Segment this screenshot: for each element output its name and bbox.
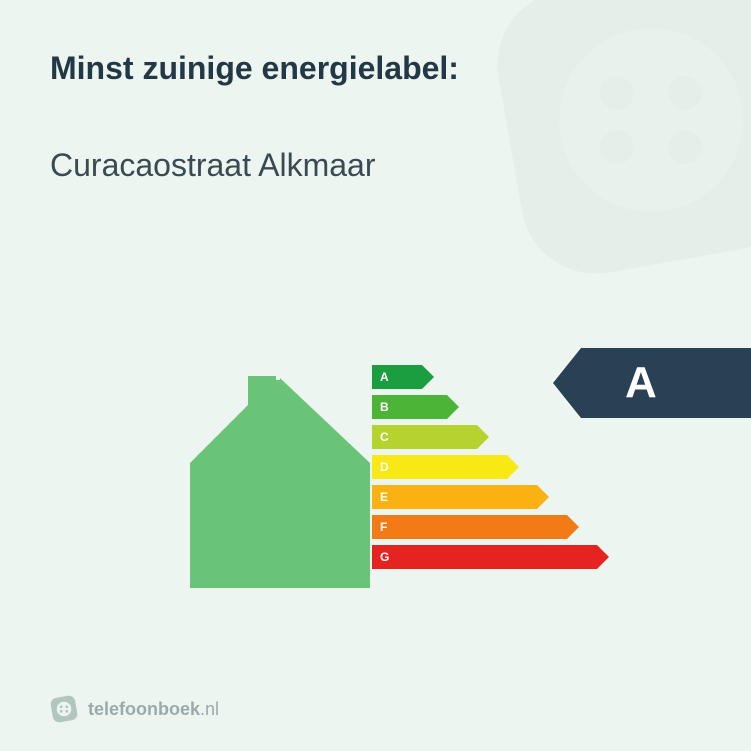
energy-bar-g: G	[372, 545, 597, 569]
footer-logo-icon	[50, 695, 78, 723]
energy-bar-b: B	[372, 395, 447, 419]
footer-brand-light: .nl	[200, 699, 219, 719]
highlight-letter: A	[625, 358, 657, 408]
energy-label-card: Minst zuinige energielabel: Curacaostraa…	[0, 0, 751, 751]
energy-bar-e: E	[372, 485, 537, 509]
energy-bar-c: C	[372, 425, 477, 449]
house-icon	[190, 368, 370, 588]
footer-brand-bold: telefoonboek	[88, 699, 200, 719]
footer-brand: telefoonboek.nl	[88, 699, 219, 720]
energy-chart: ABCDEFG A	[0, 330, 751, 590]
energy-bar-f: F	[372, 515, 567, 539]
footer: telefoonboek.nl	[50, 695, 219, 723]
energy-bar-a: A	[372, 365, 422, 389]
highlight-label: A	[581, 348, 751, 418]
energy-bar-d: D	[372, 455, 507, 479]
watermark-icon	[481, 0, 751, 290]
